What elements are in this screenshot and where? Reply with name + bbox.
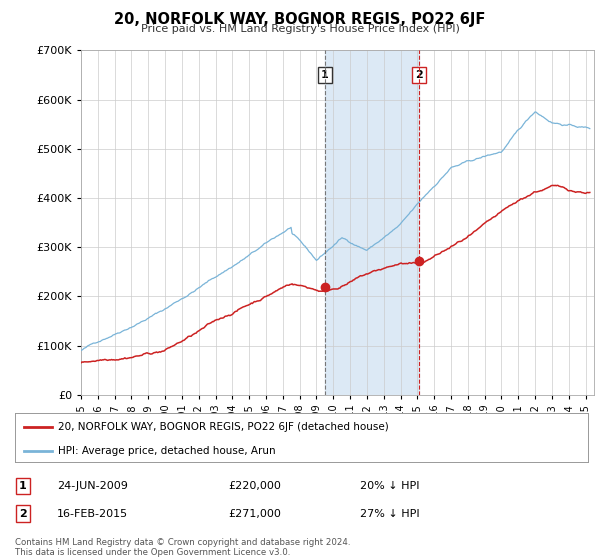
Text: Price paid vs. HM Land Registry's House Price Index (HPI): Price paid vs. HM Land Registry's House … — [140, 24, 460, 34]
Text: This data is licensed under the Open Government Licence v3.0.: This data is licensed under the Open Gov… — [15, 548, 290, 557]
Text: 20% ↓ HPI: 20% ↓ HPI — [360, 481, 419, 491]
Text: HPI: Average price, detached house, Arun: HPI: Average price, detached house, Arun — [58, 446, 275, 456]
Text: 2: 2 — [19, 508, 26, 519]
Text: £271,000: £271,000 — [228, 508, 281, 519]
Text: Contains HM Land Registry data © Crown copyright and database right 2024.: Contains HM Land Registry data © Crown c… — [15, 538, 350, 547]
Text: 27% ↓ HPI: 27% ↓ HPI — [360, 508, 419, 519]
Text: 1: 1 — [320, 70, 328, 80]
Text: 20, NORFOLK WAY, BOGNOR REGIS, PO22 6JF: 20, NORFOLK WAY, BOGNOR REGIS, PO22 6JF — [115, 12, 485, 27]
Text: 20, NORFOLK WAY, BOGNOR REGIS, PO22 6JF (detached house): 20, NORFOLK WAY, BOGNOR REGIS, PO22 6JF … — [58, 422, 389, 432]
Bar — [325, 50, 419, 395]
Text: 1: 1 — [19, 481, 26, 491]
Text: £220,000: £220,000 — [228, 481, 281, 491]
Text: 2: 2 — [416, 70, 423, 80]
Text: 16-FEB-2015: 16-FEB-2015 — [57, 508, 128, 519]
Text: 24-JUN-2009: 24-JUN-2009 — [57, 481, 128, 491]
